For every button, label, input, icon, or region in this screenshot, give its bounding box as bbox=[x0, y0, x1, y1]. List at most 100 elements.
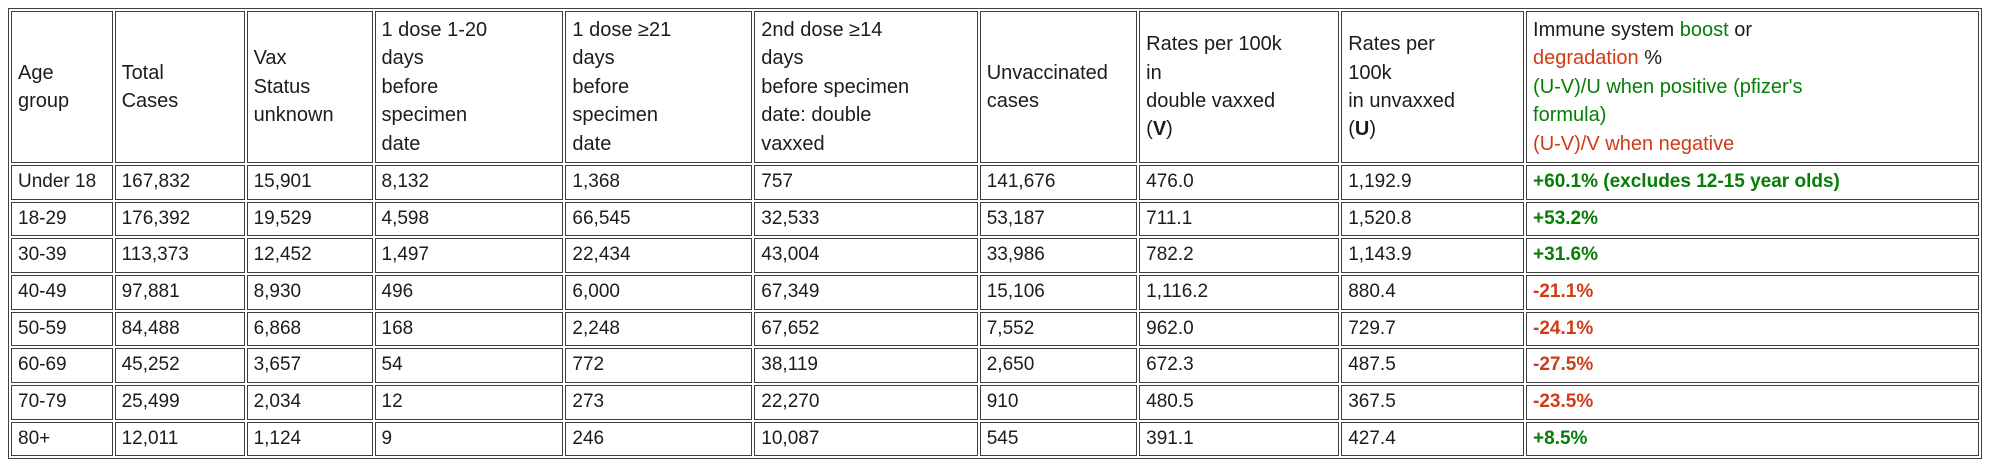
immune-header-seg: % bbox=[1644, 47, 1663, 70]
cell-age-group: 80+ bbox=[11, 421, 113, 457]
immune-value: +8.5% bbox=[1533, 427, 1588, 449]
immune-value: +60.1% (excludes 12-15 year olds) bbox=[1533, 170, 1840, 192]
cell-1-dose-21: 1,368 bbox=[565, 164, 753, 200]
cell-1-dose-1-20: 54 bbox=[374, 348, 564, 384]
cell-age-group: 60-69 bbox=[11, 348, 113, 384]
cell-total-cases: 84,488 bbox=[114, 311, 245, 347]
cell-vax-unknown: 3,657 bbox=[246, 348, 373, 384]
cell-2nd-dose-14: 22,270 bbox=[754, 385, 978, 420]
header-cell-age-group: Age group bbox=[11, 11, 113, 163]
header-cell-rates-unvaxxed: Rates per 100k in unvaxxed (U) bbox=[1341, 11, 1525, 163]
cell-total-cases: 25,499 bbox=[114, 385, 245, 420]
cell-vax-unknown: 6,868 bbox=[246, 311, 373, 347]
cell-2nd-dose-14: 38,119 bbox=[754, 348, 978, 384]
cell-unvaccinated: 545 bbox=[979, 421, 1138, 457]
cell-immune-percent: -27.5% bbox=[1526, 348, 1979, 384]
immune-header-seg-negative-formula: (U-V)/V when negative bbox=[1533, 132, 1735, 155]
cell-vax-unknown: 19,529 bbox=[246, 201, 373, 237]
table-row: 60-69 45,252 3,657 54 772 38,119 2,650 6… bbox=[11, 348, 1979, 384]
header-cell-1-dose-1-20-days: 1 dose 1-20 days before specimen date bbox=[374, 11, 564, 163]
cell-unvaccinated: 910 bbox=[979, 385, 1138, 420]
cell-total-cases: 167,832 bbox=[114, 164, 245, 200]
cell-unvaccinated: 33,986 bbox=[979, 238, 1138, 274]
cell-rate-unvaxxed: 427.4 bbox=[1341, 421, 1525, 457]
cell-immune-percent: -23.5% bbox=[1526, 385, 1979, 420]
cell-1-dose-1-20: 1,497 bbox=[374, 238, 564, 274]
table-row: 30-39 113,373 12,452 1,497 22,434 43,004… bbox=[11, 238, 1979, 274]
cell-2nd-dose-14: 43,004 bbox=[754, 238, 978, 274]
cell-2nd-dose-14: 67,349 bbox=[754, 275, 978, 310]
cell-immune-percent: +8.5% bbox=[1526, 421, 1979, 457]
cell-1-dose-21: 246 bbox=[565, 421, 753, 457]
cell-vax-unknown: 8,930 bbox=[246, 275, 373, 310]
cell-1-dose-1-20: 496 bbox=[374, 275, 564, 310]
cell-2nd-dose-14: 757 bbox=[754, 164, 978, 200]
cell-total-cases: 113,373 bbox=[114, 238, 245, 274]
cell-1-dose-21: 2,248 bbox=[565, 311, 753, 347]
cell-age-group: 50-59 bbox=[11, 311, 113, 347]
header-cell-vax-status-unknown: Vax Status unknown bbox=[246, 11, 373, 163]
cell-1-dose-1-20: 8,132 bbox=[374, 164, 564, 200]
immune-value: -23.5% bbox=[1533, 391, 1594, 413]
cell-2nd-dose-14: 10,087 bbox=[754, 421, 978, 457]
cell-unvaccinated: 2,650 bbox=[979, 348, 1138, 384]
cell-rate-unvaxxed: 729.7 bbox=[1341, 311, 1525, 347]
cell-rate-double-vaxxed: 782.2 bbox=[1139, 238, 1340, 274]
cell-1-dose-21: 6,000 bbox=[565, 275, 753, 310]
cell-age-group: 30-39 bbox=[11, 238, 113, 274]
cell-unvaccinated: 141,676 bbox=[979, 164, 1138, 200]
cell-rate-unvaxxed: 1,143.9 bbox=[1341, 238, 1525, 274]
immune-header-seg-positive-formula: (U-V)/U when positive (pfizer's formula) bbox=[1533, 75, 1803, 127]
cell-rate-double-vaxxed: 711.1 bbox=[1139, 201, 1340, 237]
cell-rate-double-vaxxed: 1,116.2 bbox=[1139, 275, 1340, 310]
immune-header-seg-boost: boost bbox=[1679, 19, 1729, 41]
cell-rate-unvaxxed: 1,520.8 bbox=[1341, 201, 1525, 237]
rates-v-paren: (V) bbox=[1146, 118, 1173, 141]
header-cell-rates-double-vaxxed: Rates per 100k in double vaxxed (V) bbox=[1139, 11, 1340, 163]
cell-unvaccinated: 7,552 bbox=[979, 311, 1138, 347]
cell-1-dose-1-20: 168 bbox=[374, 311, 564, 347]
cell-total-cases: 45,252 bbox=[114, 348, 245, 384]
header-cell-1-dose-21-days: 1 dose ≥21 days before specimen date bbox=[565, 11, 753, 163]
cell-unvaccinated: 53,187 bbox=[979, 201, 1138, 237]
cell-rate-unvaxxed: 880.4 bbox=[1341, 275, 1525, 310]
immune-value: -21.1% bbox=[1533, 281, 1594, 303]
cell-age-group: 18-29 bbox=[11, 201, 113, 237]
cell-1-dose-1-20: 4,598 bbox=[374, 201, 564, 237]
header-row: Age group Total Cases Vax Status unknown… bbox=[11, 11, 1979, 163]
cell-1-dose-21: 66,545 bbox=[565, 201, 753, 237]
cell-immune-percent: -21.1% bbox=[1526, 275, 1979, 310]
rates-u-text: Rates per 100k in unvaxxed bbox=[1348, 33, 1455, 112]
immune-value: -27.5% bbox=[1533, 354, 1594, 376]
table-row: Under 18 167,832 15,901 8,132 1,368 757 … bbox=[11, 164, 1979, 200]
cell-total-cases: 97,881 bbox=[114, 275, 245, 310]
cell-age-group: Under 18 bbox=[11, 164, 113, 200]
rates-v-text: Rates per 100k in double vaxxed bbox=[1146, 33, 1282, 112]
cell-immune-percent: -24.1% bbox=[1526, 311, 1979, 347]
table-row: 50-59 84,488 6,868 168 2,248 67,652 7,55… bbox=[11, 311, 1979, 347]
header-cell-immune-boost-degradation: Immune system boost or degradation % (U-… bbox=[1526, 11, 1979, 163]
table-row: 70-79 25,499 2,034 12 273 22,270 910 480… bbox=[11, 385, 1979, 420]
header-cell-unvaccinated-cases: Unvaccinated cases bbox=[979, 11, 1138, 163]
immune-value: +31.6% bbox=[1533, 244, 1599, 266]
cell-immune-percent: +53.2% bbox=[1526, 201, 1979, 237]
immune-value: +53.2% bbox=[1533, 207, 1599, 229]
cell-age-group: 40-49 bbox=[11, 275, 113, 310]
cell-rate-unvaxxed: 1,192.9 bbox=[1341, 164, 1525, 200]
cell-rate-unvaxxed: 487.5 bbox=[1341, 348, 1525, 384]
cell-rate-double-vaxxed: 672.3 bbox=[1139, 348, 1340, 384]
cell-vax-unknown: 15,901 bbox=[246, 164, 373, 200]
immune-header-seg: or bbox=[1734, 19, 1753, 41]
cell-vax-unknown: 1,124 bbox=[246, 421, 373, 457]
cell-rate-double-vaxxed: 391.1 bbox=[1139, 421, 1340, 457]
cell-rate-double-vaxxed: 476.0 bbox=[1139, 164, 1340, 200]
cell-1-dose-21: 273 bbox=[565, 385, 753, 420]
cell-age-group: 70-79 bbox=[11, 385, 113, 420]
table-row: 18-29 176,392 19,529 4,598 66,545 32,533… bbox=[11, 201, 1979, 237]
table-row: 40-49 97,881 8,930 496 6,000 67,349 15,1… bbox=[11, 275, 1979, 310]
header-cell-total-cases: Total Cases bbox=[114, 11, 245, 163]
cell-immune-percent: +60.1% (excludes 12-15 year olds) bbox=[1526, 164, 1979, 200]
cases-by-age-table: Age group Total Cases Vax Status unknown… bbox=[8, 8, 1982, 460]
cell-total-cases: 12,011 bbox=[114, 421, 245, 457]
cell-2nd-dose-14: 32,533 bbox=[754, 201, 978, 237]
